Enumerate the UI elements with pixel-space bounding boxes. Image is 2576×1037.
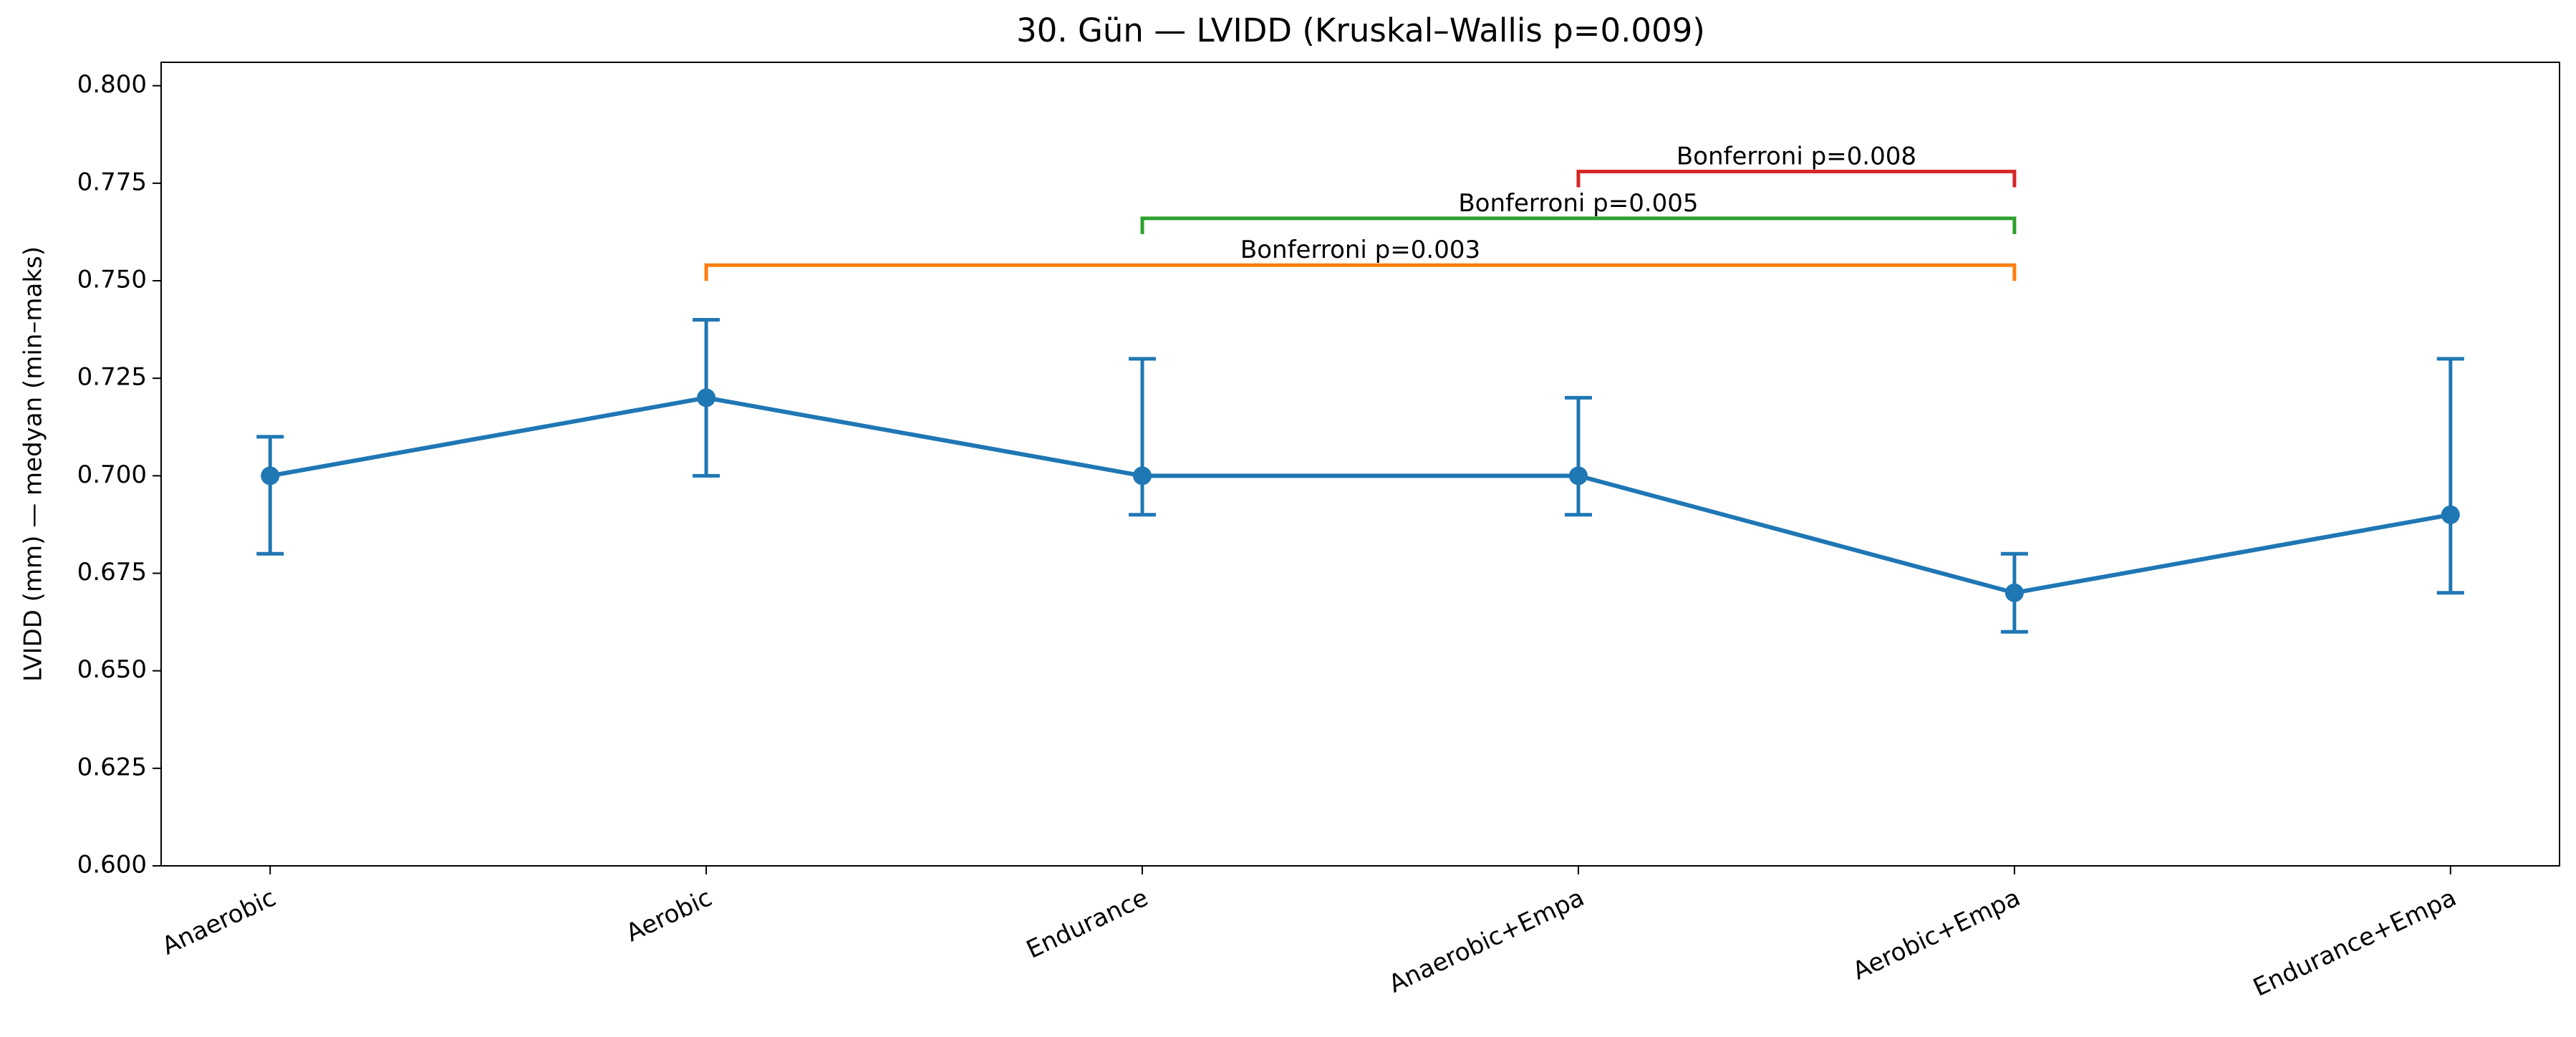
x-tick-label: Anaerobic (158, 883, 280, 960)
x-tick-label: Endurance+Empa (2249, 883, 2461, 1002)
data-point (697, 388, 716, 407)
y-tick-label: 0.675 (77, 558, 147, 587)
y-tick-label: 0.650 (77, 655, 147, 684)
data-point (261, 466, 280, 486)
data-point (2441, 505, 2460, 524)
significance-label: Bonferroni p=0.005 (1458, 189, 1698, 218)
significance-label: Bonferroni p=0.003 (1240, 236, 1480, 264)
x-tick-label: Endurance (1022, 883, 1152, 964)
y-tick-label: 0.625 (77, 753, 147, 781)
x-tick-label: Anaerobic+Empa (1384, 883, 1588, 998)
x-tick-label: Aerobic (622, 883, 716, 947)
y-tick-label: 0.775 (77, 168, 147, 196)
significance-bracket (1576, 170, 2017, 188)
x-tick-label: Aerobic+Empa (1848, 883, 2025, 985)
data-point (1568, 466, 1588, 486)
plot-frame (160, 62, 2560, 867)
significance-bracket (1140, 216, 2017, 234)
data-point (2005, 583, 2024, 602)
y-tick-label: 0.725 (77, 363, 147, 392)
y-axis-label: LVIDD (mm) — medyan (min–maks) (19, 246, 48, 682)
chart-title: 30. Gün — LVIDD (Kruskal–Wallis p=0.009) (1016, 11, 1705, 49)
y-tick-label: 0.750 (77, 266, 147, 294)
data-line (269, 395, 2451, 595)
data-point (1133, 466, 1152, 486)
significance-bracket (704, 263, 2017, 281)
y-tick-label: 0.800 (77, 70, 147, 99)
y-tick-label: 0.700 (77, 460, 147, 489)
significance-label: Bonferroni p=0.008 (1677, 143, 1916, 171)
y-tick-label: 0.600 (77, 851, 147, 879)
